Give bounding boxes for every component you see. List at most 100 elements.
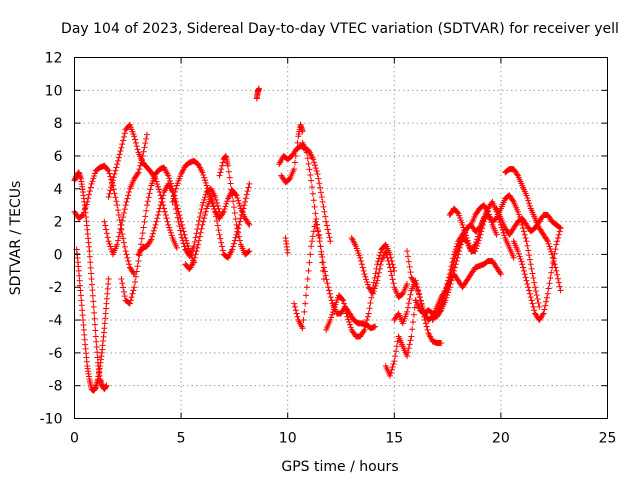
data-point-interp xyxy=(404,253,411,260)
data-point-interp xyxy=(417,297,424,304)
data-point-interp xyxy=(232,191,239,198)
data-point-interp xyxy=(115,233,122,240)
data-point xyxy=(199,169,206,176)
data-point-interp xyxy=(526,290,533,297)
data-point-interp xyxy=(235,197,242,204)
data-point xyxy=(131,284,138,291)
data-point xyxy=(312,210,319,217)
data-point-interp xyxy=(128,294,135,301)
data-point-interp xyxy=(92,327,99,334)
data-point-interp xyxy=(314,227,321,234)
data-point-interp xyxy=(500,229,507,236)
data-point-interp xyxy=(448,269,455,276)
series-track-m xyxy=(278,121,306,186)
data-point-interp xyxy=(89,287,96,294)
data-point xyxy=(118,221,125,228)
data-point-interp xyxy=(526,287,533,294)
data-point-interp xyxy=(106,190,113,197)
data-point-interp xyxy=(545,285,552,292)
data-point-interp xyxy=(160,192,167,199)
data-point-interp xyxy=(114,207,121,214)
data-point-interp xyxy=(109,180,116,187)
data-point xyxy=(220,208,227,215)
data-point xyxy=(135,169,142,176)
data-point-interp xyxy=(119,280,126,287)
data-point-interp xyxy=(543,236,550,243)
data-point-interp xyxy=(377,249,384,256)
data-point-interp xyxy=(153,178,160,185)
data-point-interp xyxy=(236,233,243,240)
data-point-interp xyxy=(317,184,324,191)
data-point-interp xyxy=(313,168,320,175)
data-point-interp xyxy=(532,288,539,295)
data-point-interp xyxy=(142,140,149,147)
data-point xyxy=(310,156,317,163)
grid-layer xyxy=(74,57,608,419)
data-point-interp xyxy=(208,196,215,203)
data-point-interp xyxy=(461,227,468,234)
data-point-interp xyxy=(217,169,224,176)
data-point-interp xyxy=(392,353,399,360)
data-point-interp xyxy=(555,275,562,282)
data-point xyxy=(114,202,121,209)
data-point-interp xyxy=(368,294,375,301)
data-point-interp xyxy=(293,310,300,317)
data-point-interp xyxy=(232,234,239,241)
data-point-interp xyxy=(358,261,365,268)
data-point-interp xyxy=(154,181,161,188)
series-track-k xyxy=(253,85,262,102)
data-point-interp xyxy=(179,237,186,244)
data-point-interp xyxy=(321,208,328,215)
data-point-interp xyxy=(197,229,204,236)
data-point xyxy=(497,271,504,278)
data-point xyxy=(357,254,364,261)
data-point xyxy=(510,254,517,261)
data-point-interp xyxy=(155,183,162,190)
data-point-interp xyxy=(555,279,562,286)
y-tick-label: 10 xyxy=(45,83,63,99)
data-point-interp xyxy=(326,287,333,294)
data-point xyxy=(90,303,97,310)
data-point-interp xyxy=(178,234,185,241)
data-point-interp xyxy=(317,189,324,196)
series-track-u xyxy=(404,248,504,324)
data-point-interp xyxy=(516,253,523,260)
data-point-interp xyxy=(170,195,177,202)
data-point xyxy=(105,238,112,245)
data-point-interp xyxy=(475,231,482,238)
data-point-interp xyxy=(555,235,562,241)
data-point-interp xyxy=(364,278,371,285)
data-point xyxy=(105,167,112,174)
data-point-interp xyxy=(123,198,130,205)
data-point xyxy=(303,149,310,156)
data-point-interp xyxy=(197,210,204,217)
data-point-interp xyxy=(143,135,150,142)
data-point xyxy=(199,202,206,209)
data-point-interp xyxy=(145,194,152,201)
data-point xyxy=(387,264,394,271)
data-point xyxy=(446,277,453,284)
data-point-interp xyxy=(117,148,124,155)
data-point-interp xyxy=(205,187,212,194)
data-point-interp xyxy=(478,223,485,230)
data-point xyxy=(233,221,240,228)
data-point-interp xyxy=(136,166,143,173)
data-point-interp xyxy=(201,212,208,219)
data-point-interp xyxy=(366,305,373,312)
data-point xyxy=(553,267,560,274)
data-point-interp xyxy=(219,243,226,250)
data-point-interp xyxy=(146,190,153,197)
data-point xyxy=(139,152,146,159)
data-point-interp xyxy=(120,137,127,144)
data-point-interp xyxy=(319,198,326,205)
data-point-interp xyxy=(479,217,486,224)
data-point-interp xyxy=(411,304,418,311)
data-point-interp xyxy=(358,257,365,264)
data-point-interp xyxy=(406,341,413,348)
data-point-interp xyxy=(450,261,457,268)
data-point-interp xyxy=(497,269,504,276)
data-point-interp xyxy=(230,243,237,250)
y-tick-label: 6 xyxy=(54,149,63,165)
data-point-interp xyxy=(142,213,149,220)
data-point-interp xyxy=(301,308,308,315)
